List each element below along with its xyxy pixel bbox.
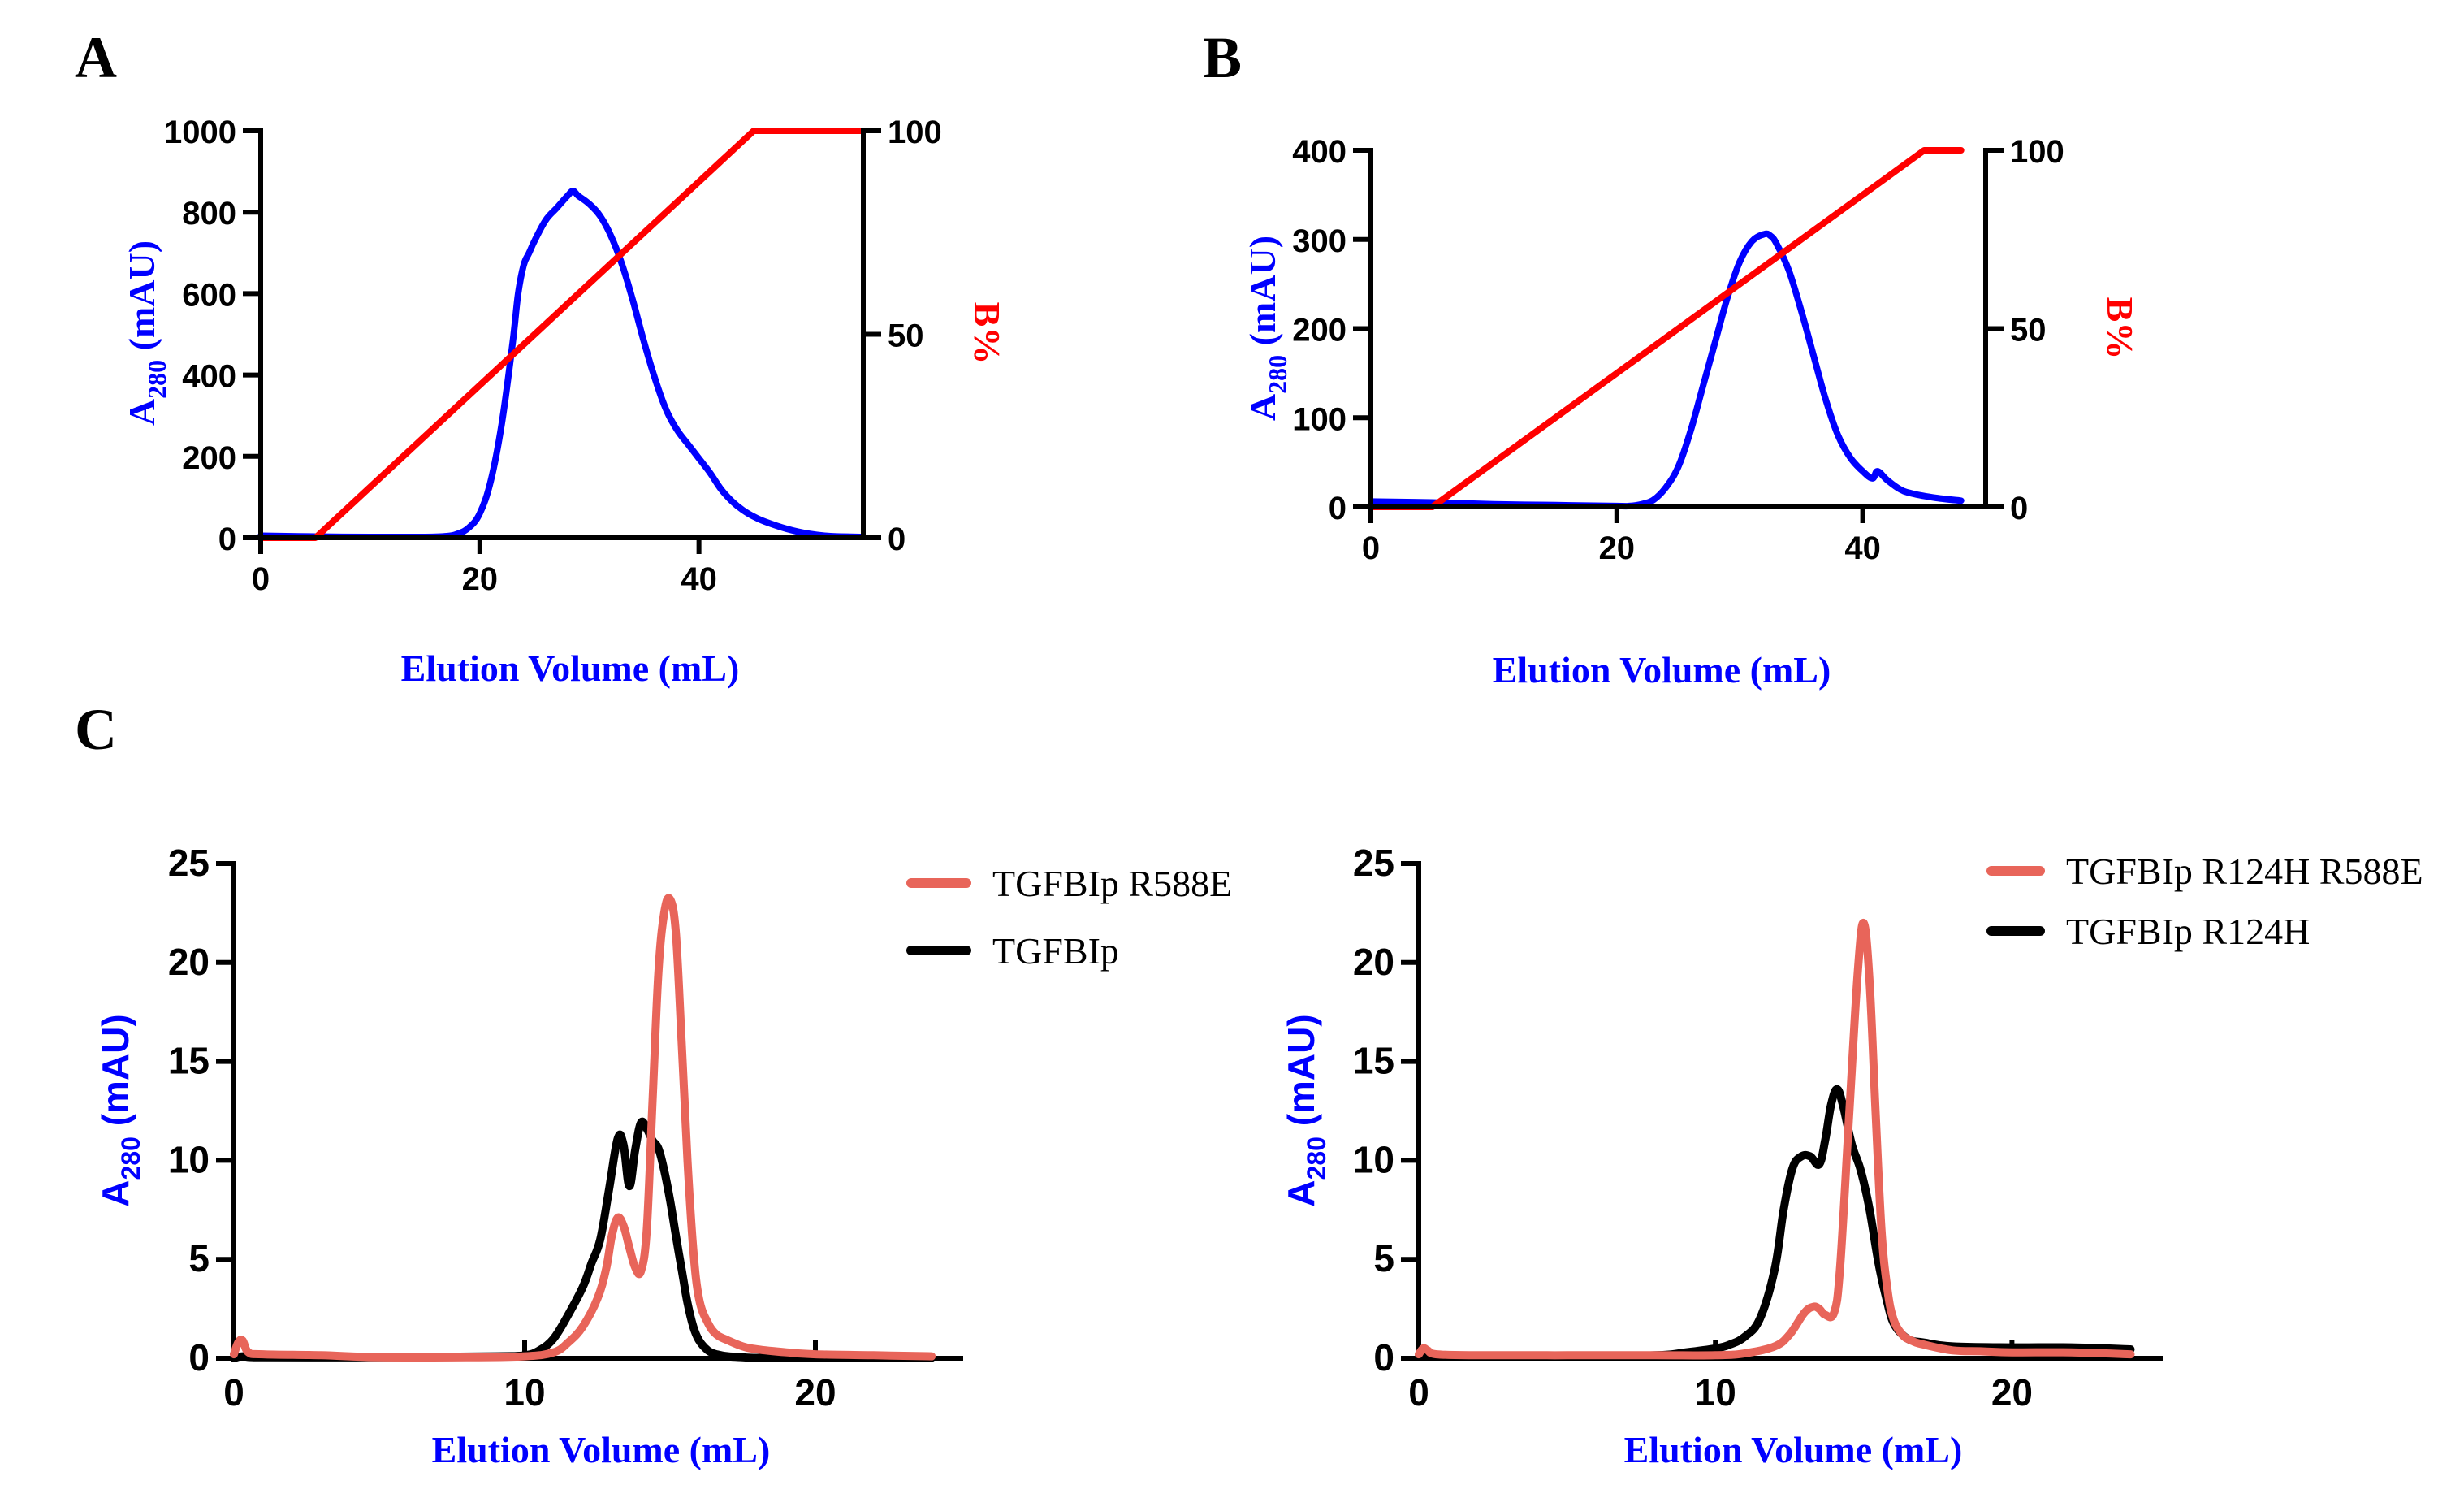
legend-label: TGFBIp <box>992 930 1119 972</box>
y2-tick-label: 100 <box>2010 134 2064 170</box>
y-tick-label: 10 <box>1353 1138 1394 1180</box>
y-axis-title-main: A <box>121 399 162 426</box>
series-line-tgfbip-r588e <box>230 894 936 1362</box>
y-axis-title: A280 (mAU) <box>94 1014 145 1206</box>
axes-group: 0 5 10 15 20 25 0 10 20 Elution Volume (mL) A280 (… <box>1280 842 2163 1470</box>
y-tick-label: 200 <box>1292 313 1347 349</box>
x-tick-label: 0 <box>1408 1371 1429 1414</box>
y2-tick-label: 100 <box>888 115 942 150</box>
y-tick-label: 100 <box>1292 401 1347 437</box>
y-tick-label: 15 <box>1353 1040 1394 1082</box>
y-axis-title-subscript: 280 <box>116 1136 145 1180</box>
x-tick-label: 10 <box>504 1371 545 1414</box>
x-tick-label: 20 <box>1991 1371 2033 1414</box>
y-axis-title: A280 (mAU) <box>1242 236 1292 421</box>
y-axis-title-unit: (mAU) <box>94 1014 136 1136</box>
y-tick-label: 25 <box>1353 842 1394 884</box>
y-tick-label: 0 <box>1373 1336 1394 1379</box>
legend-label: TGFBIp R124H <box>2066 911 2310 952</box>
y-axis-title-unit: (mAU) <box>1280 1014 1322 1136</box>
series-line-b- <box>257 128 867 541</box>
x-tick-label: 40 <box>1844 530 1881 566</box>
panel-label-c: C <box>75 697 117 762</box>
y-tick-label: 0 <box>218 522 236 557</box>
y2-tick-label: 50 <box>2010 313 2047 349</box>
y-tick-label: 20 <box>168 941 210 983</box>
series-line-tgfbip-r124h <box>1415 1085 2135 1361</box>
y-tick-label: 5 <box>188 1237 210 1279</box>
x-axis-title: Elution Volume (mL) <box>1624 1429 1963 1470</box>
chart-c-right: 0 5 10 15 20 25 0 10 20 Elution Volume (mL) A280 (… <box>1280 842 2423 1470</box>
y-axis-title-subscript: 280 <box>1302 1136 1331 1180</box>
y-axis-title-main: A <box>1242 394 1283 421</box>
legend: TGFBIp R588E TGFBIp <box>906 863 1232 972</box>
y-axis-title-subscript: 280 <box>142 360 171 399</box>
x-axis-title: Elution Volume (mL) <box>432 1429 771 1470</box>
x-axis-title: Elution Volume (mL) <box>1493 649 1831 691</box>
x-tick-label: 0 <box>223 1371 244 1414</box>
legend-label: TGFBIp R124H R588E <box>2066 851 2423 892</box>
y-tick-label: 300 <box>1292 223 1347 259</box>
y-tick-label: 15 <box>168 1040 210 1082</box>
series-group <box>230 894 936 1362</box>
y-tick-label: 200 <box>182 440 236 476</box>
series-group <box>1415 919 2135 1361</box>
y-tick-label: 10 <box>168 1138 210 1180</box>
series-group <box>1368 147 1965 510</box>
x-tick-label: 10 <box>1695 1371 1736 1414</box>
axes-group: 0 5 10 15 20 25 0 10 20 Elution Volume (mL) A280 (… <box>94 842 963 1470</box>
y2-axis-title: B% <box>2099 297 2141 360</box>
x-tick-label: 20 <box>462 561 499 597</box>
y-tick-label: 600 <box>182 277 236 313</box>
y2-tick-label: 0 <box>2010 491 2028 526</box>
y-axis-title-unit: (mAU) <box>1242 236 1283 355</box>
series-line-a280 <box>1368 230 1965 510</box>
y-tick-label: 25 <box>168 842 210 884</box>
legend: TGFBIp R124H R588E TGFBIp R124H <box>1986 851 2423 952</box>
legend-label: TGFBIp R588E <box>992 863 1232 904</box>
series-group <box>257 128 867 541</box>
y-tick-label: 0 <box>188 1336 210 1379</box>
y-tick-label: 0 <box>1329 491 1347 526</box>
y-axis-title-main: A <box>1280 1180 1322 1206</box>
y-axis-title: A280 (mAU) <box>1280 1014 1331 1206</box>
x-tick-label: 20 <box>794 1371 836 1414</box>
series-line-b- <box>1368 147 1965 510</box>
y-axis-title-main: A <box>94 1180 136 1206</box>
y-tick-label: 5 <box>1373 1237 1394 1279</box>
panel-label-b: B <box>1203 25 1242 90</box>
y-tick-label: 400 <box>1292 134 1347 170</box>
y-tick-label: 400 <box>182 359 236 395</box>
y2-tick-label: 0 <box>888 522 906 557</box>
x-tick-label: 40 <box>681 561 717 597</box>
x-tick-label: 20 <box>1599 530 1636 566</box>
y-tick-label: 800 <box>182 196 236 232</box>
y2-axis-title: B% <box>966 302 1008 365</box>
series-line-tgfbip-r124h-r588e <box>1415 919 2135 1360</box>
y-axis-title-unit: (mAU) <box>121 240 162 360</box>
chart-c-left: 0 5 10 15 20 25 0 10 20 Elution Volume (mL) A280 (… <box>94 842 1232 1470</box>
y-axis-title-subscript: 280 <box>1263 355 1292 394</box>
series-line-a280 <box>257 188 867 541</box>
x-tick-label: 0 <box>1362 530 1380 566</box>
y-tick-label: 1000 <box>164 115 236 150</box>
x-tick-label: 0 <box>252 561 270 597</box>
y-axis-title: A280 (mAU) <box>121 240 171 426</box>
panel-label-a: A <box>75 25 117 90</box>
y2-tick-label: 50 <box>888 318 924 354</box>
x-axis-title: Elution Volume (mL) <box>401 647 740 689</box>
y-tick-label: 20 <box>1353 941 1394 983</box>
